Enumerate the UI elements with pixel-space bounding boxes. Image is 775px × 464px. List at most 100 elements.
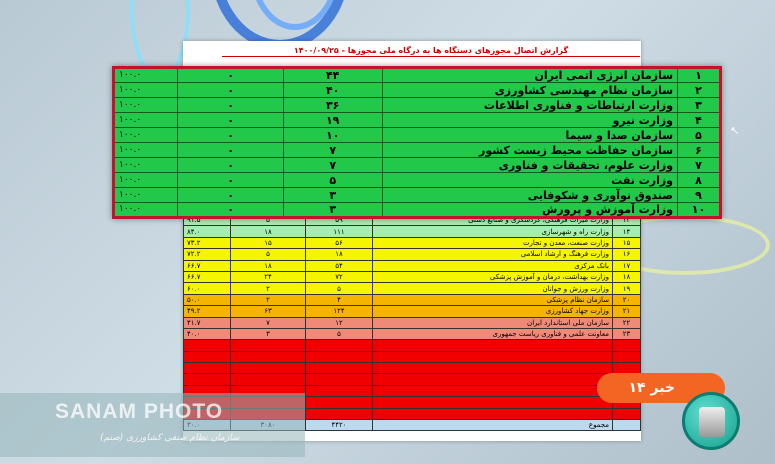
total-count: ۵۶ bbox=[305, 236, 373, 250]
percent-value: ۷۲.۲ bbox=[183, 248, 231, 261]
pending-count: ۱۵ bbox=[230, 236, 306, 250]
total-count bbox=[305, 407, 373, 421]
total-count: ۳ bbox=[282, 202, 383, 218]
percent-value: ۵۰.۰ bbox=[183, 293, 231, 307]
table-row bbox=[183, 373, 641, 386]
total-count: ۱۹ bbox=[282, 112, 383, 128]
row-number: ۲۰ bbox=[612, 293, 641, 307]
total-count: ۱۲۴ bbox=[305, 305, 373, 318]
table-row: ۲۱ وزارت جهاد کشاورزی ۱۲۴ ۶۳ ۴۹.۲ bbox=[183, 305, 641, 318]
pending-count bbox=[230, 373, 306, 386]
org-name bbox=[372, 339, 613, 352]
org-name: سازمان نظام پزشکی bbox=[372, 293, 613, 307]
table-row: ۶ سازمان حفاظت محیط زیست کشور ۷ ۰ ۱۰۰.۰ bbox=[112, 142, 721, 158]
table-row: ۷ وزارت علوم، تحقیقات و فناوری ۷ ۰ ۱۰۰.۰ bbox=[112, 157, 721, 173]
org-name: بانک مرکزی bbox=[372, 259, 613, 272]
watermark-panel bbox=[0, 393, 305, 457]
percent-value: ۶۶.۷ bbox=[183, 270, 231, 284]
table-row: ۱۴ وزارت راه و شهرسازی ۱۱۱ ۱۸ ۸۴.۰ bbox=[183, 225, 641, 238]
pending-count bbox=[230, 350, 306, 364]
percent-value bbox=[183, 362, 231, 375]
table-row: ۱۸ وزارت بهداشت، درمان و آموزش پزشکی ۷۲ ۲۴ ۶… bbox=[183, 270, 641, 284]
org-name bbox=[372, 362, 613, 375]
pending-count: ۰ bbox=[177, 112, 284, 128]
org-name: وزارت فرهنگ و ارشاد اسلامی bbox=[372, 248, 613, 261]
table-row bbox=[183, 350, 641, 364]
percent-value: ۴۱.۷ bbox=[183, 316, 231, 329]
total-count bbox=[305, 362, 373, 375]
percent-value: ۴۰.۰ bbox=[183, 327, 231, 341]
total-count: ۱۰ bbox=[282, 127, 383, 143]
row-number: ۱۵ bbox=[612, 236, 641, 250]
row-number bbox=[612, 339, 641, 352]
percent-value: ۱۰۰.۰ bbox=[112, 202, 179, 218]
org-name bbox=[372, 384, 613, 398]
percent-value bbox=[183, 373, 231, 386]
row-number: ۸ bbox=[677, 172, 721, 188]
row-number: ۳ bbox=[677, 97, 721, 113]
table-row bbox=[183, 339, 641, 352]
table-row: ۹ صندوق نوآوری و شکوفایی ۳ ۰ ۱۰۰.۰ bbox=[112, 187, 721, 203]
total-count: ۵۴ bbox=[305, 259, 373, 272]
row-number: ۲۲ bbox=[612, 316, 641, 329]
table-row: ۱۰ وزارت آموزش و پرورش ۳ ۰ ۱۰۰.۰ bbox=[112, 202, 721, 218]
total-count: ۴۰ bbox=[282, 82, 383, 98]
percent-value: ۱۰۰.۰ bbox=[112, 157, 179, 173]
pending-count: ۰ bbox=[177, 97, 284, 113]
pending-count: ۱۸ bbox=[230, 259, 306, 272]
percent-value: ۱۰۰.۰ bbox=[112, 82, 179, 98]
table-row: ۱ سازمان انرژی اتمی ایران ۴۴ ۰ ۱۰۰.۰ bbox=[112, 67, 721, 83]
total-count: ۱۲ bbox=[305, 316, 373, 329]
total-count: ۵ bbox=[305, 282, 373, 295]
org-name: وزارت آموزش و پرورش bbox=[381, 202, 679, 218]
row-number: ۹ bbox=[677, 187, 721, 203]
table-row: ۵ سازمان صدا و سیما ۱۰ ۰ ۱۰۰.۰ bbox=[112, 127, 721, 143]
watermark-text: SANAM PHOTO bbox=[55, 400, 224, 423]
total-count bbox=[305, 350, 373, 364]
pending-count bbox=[230, 339, 306, 352]
row-number: ۲۱ bbox=[612, 305, 641, 318]
percent-value bbox=[183, 339, 231, 352]
org-name: وزارت ارتباطات و فناوری اطلاعات bbox=[381, 97, 679, 113]
total-count: ۳۶ bbox=[282, 97, 383, 113]
percent-value: ۴۹.۲ bbox=[183, 305, 231, 318]
percent-value: ۱۰۰.۰ bbox=[112, 67, 179, 83]
row-number: ۲ bbox=[677, 82, 721, 98]
row-number: ۱۷ bbox=[612, 259, 641, 272]
percent-value: ۶۰.۰ bbox=[183, 282, 231, 295]
org-name: وزارت جهاد کشاورزی bbox=[372, 305, 613, 318]
percent-value: ۱۰۰.۰ bbox=[112, 127, 179, 143]
total-count: ۷ bbox=[282, 157, 383, 173]
table-row: ۱۶ وزارت فرهنگ و ارشاد اسلامی ۱۸ ۵ ۷۲.۲ bbox=[183, 248, 641, 261]
table-row: ۲۳ معاونت علمی و فناوری ریاست جمهوری ۵ ۳ ۴۰.… bbox=[183, 327, 641, 341]
total-count: ۵ bbox=[282, 172, 383, 188]
report-table: ۱۳ وزارت میراث فرهنگی، گردشگری و صنایع دس… bbox=[183, 213, 641, 432]
total-count bbox=[305, 396, 373, 409]
pending-count: ۰ bbox=[177, 172, 284, 188]
table-row: ۸ وزارت نفت ۵ ۰ ۱۰۰.۰ bbox=[112, 172, 721, 188]
pending-count bbox=[230, 362, 306, 375]
org-name: وزارت بهداشت، درمان و آموزش پزشکی bbox=[372, 270, 613, 284]
pending-count: ۲ bbox=[230, 293, 306, 307]
totals-blank bbox=[612, 419, 641, 432]
org-name: سازمان انرژی اتمی ایران bbox=[381, 67, 679, 83]
row-number: ۱۴ bbox=[612, 225, 641, 238]
totals-label: مجموع bbox=[372, 419, 613, 432]
org-name: سازمان نظام مهندسی کشاورزی bbox=[381, 82, 679, 98]
table-row: ۴ وزارت نیرو ۱۹ ۰ ۱۰۰.۰ bbox=[112, 112, 721, 128]
pending-count: ۳ bbox=[230, 327, 306, 341]
org-name: سازمان حفاظت محیط زیست کشور bbox=[381, 142, 679, 158]
row-number: ۶ bbox=[677, 142, 721, 158]
pending-count: ۰ bbox=[177, 157, 284, 173]
org-name: وزارت علوم، تحقیقات و فناوری bbox=[381, 157, 679, 173]
percent-value: ۱۰۰.۰ bbox=[112, 172, 179, 188]
pending-count: ۲ bbox=[230, 282, 306, 295]
pending-count: ۶۳ bbox=[230, 305, 306, 318]
row-number: ۱ bbox=[677, 67, 721, 83]
total-count: ۴ bbox=[305, 293, 373, 307]
table-row: ۱۹ وزارت ورزش و جوانان ۵ ۲ ۶۰.۰ bbox=[183, 282, 641, 295]
total-count: ۱۸ bbox=[305, 248, 373, 261]
row-number: ۱۸ bbox=[612, 270, 641, 284]
mouse-cursor-icon: ↖ bbox=[730, 124, 740, 137]
org-name: سازمان صدا و سیما bbox=[381, 127, 679, 143]
